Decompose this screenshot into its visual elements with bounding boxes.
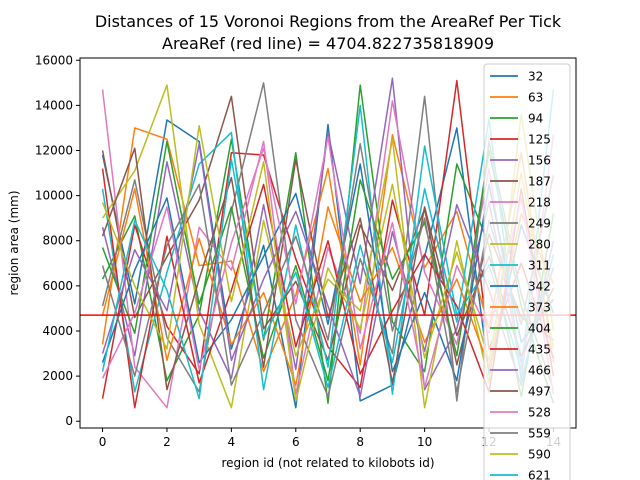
chart-title: Distances of 15 Voronoi Regions from the… — [95, 12, 562, 31]
chart-subtitle: AreaRef (red line) = 4704.822735818909 — [162, 34, 494, 53]
y-tick-label: 8000 — [42, 234, 73, 248]
legend: 32 63 94 125 156 187 218 249 280 311 342 373 404 435 4… — [483, 63, 571, 480]
series-line-528 — [101, 136, 555, 395]
x-tick-label: 0 — [99, 435, 107, 449]
series-line-373 — [101, 188, 555, 386]
legend-box — [483, 63, 571, 480]
y-tick-label: 0 — [65, 414, 73, 428]
series-line-125 — [101, 79, 555, 399]
x-tick-label: 8 — [356, 435, 364, 449]
legend-label-559: 559 — [528, 427, 551, 441]
x-tick-label: 2 — [163, 435, 171, 449]
legend-label-466: 466 — [528, 364, 551, 378]
series-lines — [101, 77, 555, 409]
series-line-466 — [101, 142, 555, 398]
plot-frame — [79, 57, 577, 429]
series-line-63 — [101, 127, 555, 373]
legend-label-311: 311 — [528, 259, 551, 273]
legend-label-497: 497 — [528, 385, 551, 399]
legend-label-249: 249 — [528, 217, 551, 231]
series-line-435 — [101, 168, 555, 409]
y-tick-label: 12000 — [35, 144, 73, 158]
x-axis-label: region id (not related to kilobots id) — [221, 456, 434, 470]
series-line-559 — [101, 142, 555, 393]
legend-label-621: 621 — [528, 469, 551, 480]
x-tick-label: 10 — [417, 435, 432, 449]
legend-label-404: 404 — [528, 322, 551, 336]
legend-label-125: 125 — [528, 133, 551, 147]
series-line-249 — [101, 82, 555, 402]
y-tick-label: 2000 — [42, 369, 73, 383]
x-tick-label: 6 — [292, 435, 300, 449]
legend-label-218: 218 — [528, 196, 551, 210]
y-tick-label: 10000 — [35, 189, 73, 203]
series-line-590 — [101, 124, 555, 402]
y-tick-label: 14000 — [35, 98, 73, 112]
legend-label-435: 435 — [528, 343, 551, 357]
y-tick-label: 4000 — [42, 324, 73, 338]
legend-label-94: 94 — [528, 112, 543, 126]
x-tick-label: 4 — [228, 435, 236, 449]
y-tick-label: 6000 — [42, 279, 73, 293]
legend-label-32: 32 — [528, 70, 543, 84]
legend-label-187: 187 — [528, 175, 551, 189]
series-line-156 — [101, 77, 555, 391]
series-line-280 — [101, 84, 555, 409]
series-line-404 — [101, 140, 555, 404]
legend-label-590: 590 — [528, 448, 551, 462]
legend-label-156: 156 — [528, 154, 551, 168]
legend-label-373: 373 — [528, 301, 551, 315]
legend-label-528: 528 — [528, 406, 551, 420]
y-axis-ticks: 0 2000 4000 6000 8000 10000 12000 14000 16000 — [35, 53, 80, 428]
series-line-621 — [101, 118, 555, 400]
legend-label-280: 280 — [528, 238, 551, 252]
legend-label-342: 342 — [528, 280, 551, 294]
legend-label-63: 63 — [528, 91, 543, 105]
y-tick-label: 16000 — [35, 53, 73, 67]
y-axis-label: region area (mm) — [7, 190, 21, 295]
series-line-497 — [101, 147, 555, 391]
